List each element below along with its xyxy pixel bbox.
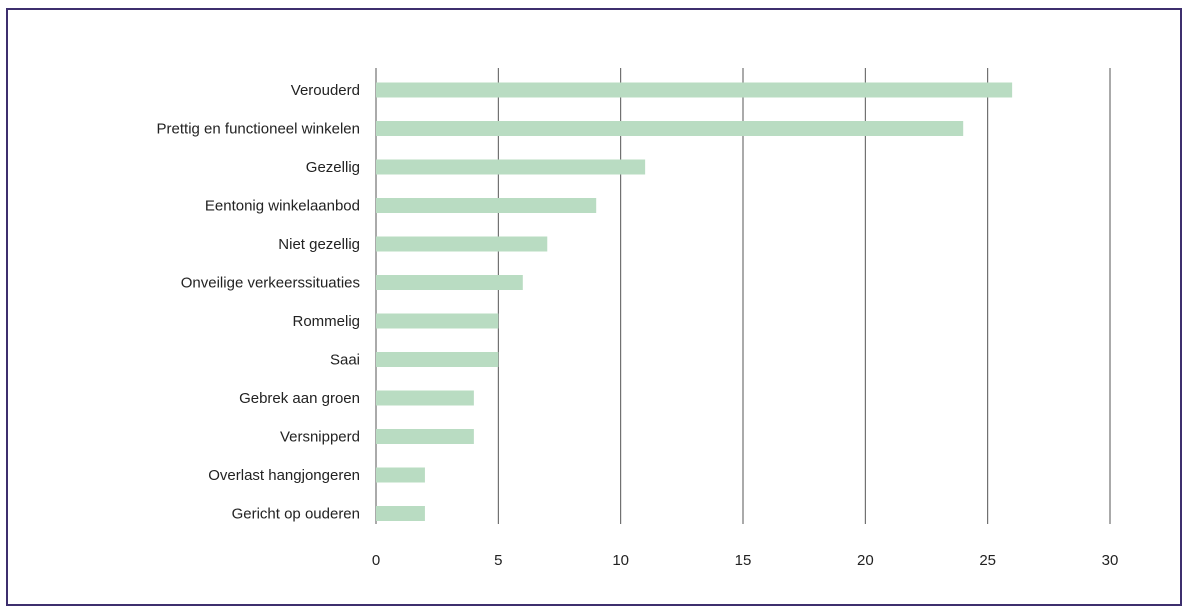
x-tick-label: 15	[735, 552, 752, 569]
chart-frame: Verouderd Prettig en functioneel winkelen…	[6, 8, 1182, 606]
bar	[376, 352, 499, 367]
bar	[376, 429, 474, 444]
category-label: Onveilige verkeerssituaties	[181, 275, 360, 292]
x-tick-label: 10	[612, 552, 629, 569]
x-tick-label: 30	[1102, 552, 1119, 569]
bar	[376, 236, 548, 252]
category-label: Prettig en functioneel winkelen	[157, 121, 360, 138]
bars	[376, 82, 1013, 521]
bar	[376, 159, 646, 175]
x-tick-label: 25	[979, 552, 996, 569]
gridlines	[375, 68, 1111, 524]
bar	[376, 121, 964, 136]
x-tick-label: 5	[494, 552, 502, 569]
bar-chart: Verouderd Prettig en functioneel winkelen…	[157, 68, 1119, 569]
bar	[376, 313, 499, 329]
x-tick-label: 0	[372, 552, 380, 569]
bar	[376, 467, 425, 483]
bar	[376, 506, 425, 521]
category-label: Overlast hangjongeren	[208, 467, 360, 484]
category-label: Gezellig	[306, 159, 360, 176]
category-label: Saai	[330, 352, 360, 369]
x-tick-labels: 0 5 10 15 20 25 30	[372, 552, 1119, 569]
bar	[376, 198, 597, 213]
category-label: Eentonig winkelaanbod	[205, 198, 360, 215]
category-label: Rommelig	[292, 313, 360, 330]
category-label: Versnipperd	[280, 429, 360, 446]
category-label: Gebrek aan groen	[239, 390, 360, 407]
category-label: Gericht op ouderen	[232, 506, 360, 523]
category-labels: Verouderd Prettig en functioneel winkelen…	[157, 82, 360, 523]
category-label: Verouderd	[291, 82, 360, 99]
bar	[376, 275, 523, 290]
bar	[376, 390, 474, 406]
x-tick-label: 20	[857, 552, 874, 569]
bar	[376, 82, 1013, 98]
category-label: Niet gezellig	[278, 236, 360, 253]
